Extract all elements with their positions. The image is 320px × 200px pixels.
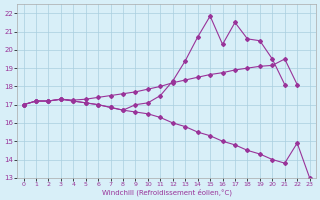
X-axis label: Windchill (Refroidissement éolien,°C): Windchill (Refroidissement éolien,°C): [101, 188, 232, 196]
